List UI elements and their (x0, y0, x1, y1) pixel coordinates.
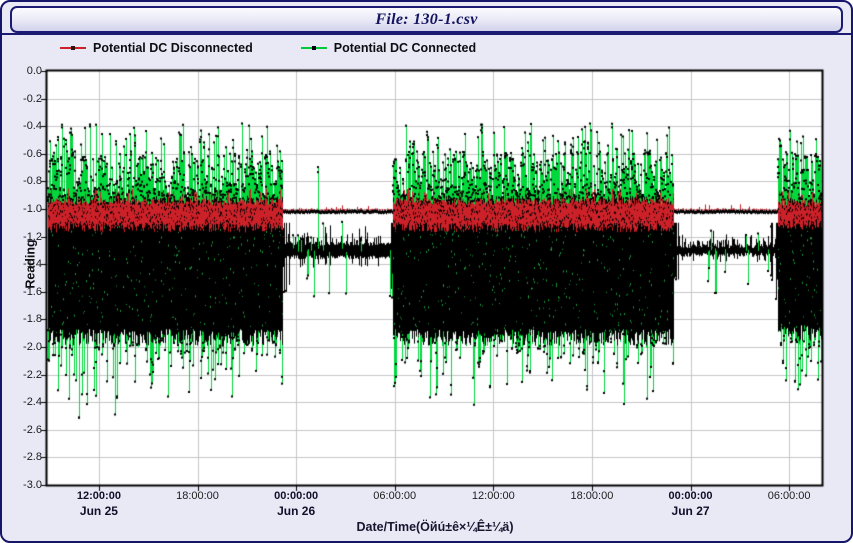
legend-label: Potential DC Disconnected (93, 41, 253, 55)
legend-item[interactable]: Potential DC Disconnected (60, 41, 253, 55)
legend-label: Potential DC Connected (334, 41, 476, 55)
x-tick-time-label: 00:00:00 (274, 490, 318, 502)
y-tick-label: -1.2 (2, 231, 42, 243)
x-tick-time-label: 06:00:00 (768, 490, 811, 502)
x-axis-title: Date/Time(Öйú±ê×¼Ê±¼ä) (357, 520, 514, 534)
y-tick-label: -0.8 (2, 175, 42, 187)
x-tick-time-label: 12:00:00 (472, 490, 515, 502)
legend-marker-icon (71, 46, 75, 50)
y-tick-label: -3.0 (2, 479, 42, 491)
x-tick-date-label: Jun 25 (80, 504, 118, 518)
y-tick-label: -1.8 (2, 313, 42, 325)
y-tick-label: -0.2 (2, 93, 42, 105)
x-tick-time-label: 00:00:00 (669, 490, 713, 502)
red-series-line-icon (60, 47, 86, 49)
chart-canvas[interactable] (2, 2, 853, 543)
x-tick-date-label: Jun 26 (277, 504, 315, 518)
green-series-line-icon (301, 47, 327, 49)
y-tick-label: -0.4 (2, 120, 42, 132)
y-tick-label: -2.6 (2, 424, 42, 436)
legend: Potential DC Disconnected Potential DC Co… (60, 41, 476, 55)
legend-item[interactable]: Potential DC Connected (301, 41, 476, 55)
x-tick-time-label: 18:00:00 (176, 490, 219, 502)
x-tick-time-label: 06:00:00 (373, 490, 416, 502)
y-tick-label: -2.2 (2, 369, 42, 381)
y-tick-label: -1.4 (2, 258, 42, 270)
y-tick-label: -2.0 (2, 341, 42, 353)
y-tick-label: -1.6 (2, 286, 42, 298)
legend-marker-icon (312, 46, 316, 50)
x-tick-time-label: 18:00:00 (571, 490, 614, 502)
y-tick-label: -0.6 (2, 148, 42, 160)
y-tick-label: 0.0 (2, 65, 42, 77)
y-tick-label: -2.8 (2, 451, 42, 463)
window-frame: File: 130-1.csv Potential DC Disconnecte… (0, 0, 853, 543)
x-tick-time-label: 12:00:00 (77, 490, 121, 502)
x-tick-date-label: Jun 27 (672, 504, 710, 518)
y-tick-label: -1.0 (2, 203, 42, 215)
y-tick-label: -2.4 (2, 396, 42, 408)
